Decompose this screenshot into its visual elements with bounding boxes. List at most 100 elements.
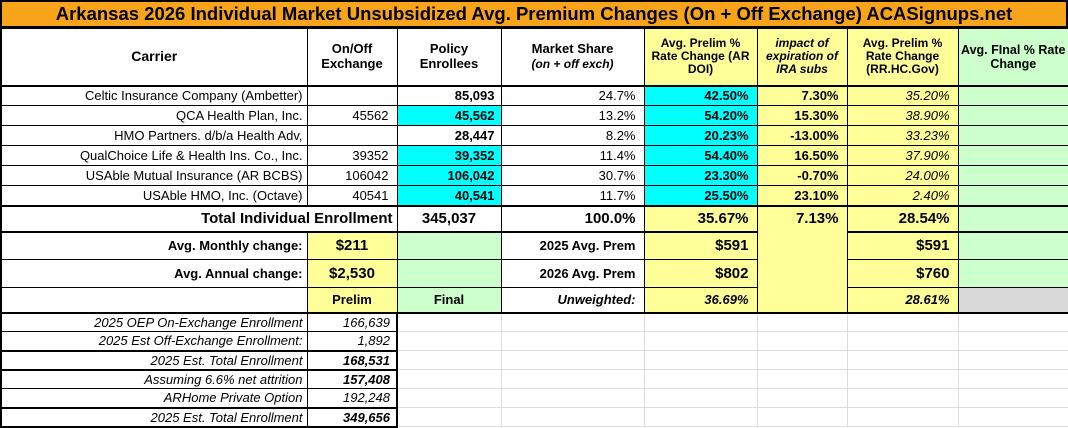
header-avg-final[interactable]: Avg. FInal % Rate Change (957, 28, 1068, 87)
cell-prelim-row-blank[interactable] (0, 287, 307, 314)
cell-ira-impact[interactable]: 16.50% (756, 145, 848, 166)
header-policy-enrollees[interactable]: Policy Enrollees (396, 28, 502, 87)
cell-2026-avg-prem-rrhc[interactable]: $760 (846, 259, 959, 288)
empty-cell[interactable] (644, 331, 758, 351)
empty-cell[interactable] (397, 350, 502, 370)
cell-2025-avg-prem-doi[interactable]: $591 (643, 231, 758, 260)
cell-annual-blank-green[interactable] (396, 259, 502, 288)
cell-ar-doi-rate[interactable]: 54.40% (643, 145, 758, 166)
header-avg-prelim-rrhcgov[interactable]: Avg. Prelim % Rate Change (RR.HC.Gov) (846, 28, 959, 87)
cell-final-rate[interactable] (957, 145, 1068, 166)
empty-cell[interactable] (847, 350, 959, 370)
cell-ar-doi-rate[interactable]: 25.50% (643, 185, 758, 207)
cell-market-share[interactable]: 24.7% (500, 85, 645, 106)
empty-cell[interactable] (501, 407, 645, 427)
cell-rrhc-rate[interactable]: 37.90% (846, 145, 959, 166)
cell-monthly-final-blank[interactable] (957, 231, 1068, 260)
empty-cell[interactable] (958, 369, 1068, 389)
cell-market-share[interactable]: 8.2% (500, 125, 645, 146)
empty-cell[interactable] (958, 388, 1068, 408)
cell-detail-label[interactable]: 2025 Est. Total Enrollment (0, 406, 308, 428)
cell-monthly-blank-green[interactable] (396, 231, 502, 260)
cell-final-rate[interactable] (957, 85, 1068, 106)
cell-ira-impact[interactable]: -13.00% (756, 125, 848, 146)
empty-cell[interactable] (757, 312, 848, 332)
cell-monthly-change-label[interactable]: Avg. Monthly change: (0, 231, 308, 260)
cell-2026-avg-prem-doi[interactable]: $802 (643, 259, 758, 288)
empty-cell[interactable] (958, 312, 1068, 332)
empty-cell[interactable] (644, 312, 758, 332)
cell-annual-change-value[interactable]: $2,530 (306, 259, 398, 288)
cell-monthly-change-value[interactable]: $211 (306, 231, 398, 260)
cell-ira-impact[interactable]: 7.30% (756, 85, 848, 106)
empty-cell[interactable] (958, 331, 1068, 351)
cell-ar-doi-rate[interactable]: 20.23% (643, 125, 758, 146)
cell-unweighted-rrhc[interactable]: 28.61% (846, 287, 959, 314)
header-ira-impact[interactable]: impact of expiration of IRA subs (756, 28, 848, 87)
cell-total-enrollees[interactable]: 345,037 (396, 205, 502, 233)
cell-ira-impact[interactable]: 15.30% (756, 105, 848, 126)
cell-detail-label[interactable]: 2025 Est. Total Enrollment (0, 349, 308, 370)
cell-on-off-id[interactable] (306, 125, 398, 146)
empty-cell[interactable] (958, 350, 1068, 370)
header-avg-prelim-ar-doi[interactable]: Avg. Prelim % Rate Change (AR DOI) (643, 28, 758, 87)
empty-cell[interactable] (644, 369, 758, 389)
empty-cell[interactable] (847, 312, 959, 332)
empty-cell[interactable] (757, 388, 848, 408)
cell-ar-doi-rate[interactable]: 42.50% (643, 85, 758, 106)
cell-detail-label[interactable]: 2025 Est Off-Exchange Enrollment: (0, 331, 308, 351)
cell-policy-enrollees[interactable]: 28,447 (396, 125, 502, 146)
cell-market-share[interactable]: 30.7% (500, 165, 645, 186)
cell-carrier-name[interactable]: USAble Mutual Insurance (AR BCBS) (0, 165, 308, 186)
cell-ar-doi-rate[interactable]: 23.30% (643, 165, 758, 186)
cell-ira-impact[interactable]: -0.70% (756, 165, 848, 186)
cell-detail-value[interactable]: 1,892 (306, 331, 398, 351)
cell-detail-value[interactable]: 349,656 (306, 406, 398, 428)
cell-carrier-name[interactable]: USAble HMO, Inc. (Octave) (0, 185, 308, 207)
empty-cell[interactable] (397, 331, 502, 351)
cell-detail-label[interactable]: ARHome Private Option (0, 388, 308, 408)
empty-cell[interactable] (847, 388, 959, 408)
empty-cell[interactable] (501, 331, 645, 351)
cell-on-off-id[interactable]: 40541 (306, 185, 398, 207)
cell-market-share[interactable]: 13.2% (500, 105, 645, 126)
cell-prelim-label[interactable]: Prelim (306, 287, 398, 314)
empty-cell[interactable] (847, 331, 959, 351)
empty-cell[interactable] (958, 407, 1068, 427)
empty-cell[interactable] (644, 407, 758, 427)
cell-unweighted-doi[interactable]: 36.69% (643, 287, 758, 314)
cell-final-label[interactable]: Final (396, 287, 502, 314)
cell-annual-change-label[interactable]: Avg. Annual change: (0, 259, 308, 288)
cell-rrhc-rate[interactable]: 35.20% (846, 85, 959, 106)
empty-cell[interactable] (501, 388, 645, 408)
empty-cell[interactable] (757, 350, 848, 370)
cell-policy-enrollees[interactable]: 106,042 (396, 165, 502, 186)
cell-unweighted-label[interactable]: Unweighted: (500, 287, 645, 314)
empty-cell[interactable] (397, 312, 502, 332)
cell-policy-enrollees[interactable]: 45,562 (396, 105, 502, 126)
empty-cell[interactable] (397, 369, 502, 389)
header-on-off-exchange[interactable]: On/Off Exchange (306, 28, 398, 87)
cell-on-off-id[interactable]: 45562 (306, 105, 398, 126)
empty-cell[interactable] (757, 407, 848, 427)
cell-market-share[interactable]: 11.4% (500, 145, 645, 166)
cell-ar-doi-rate[interactable]: 54.20% (643, 105, 758, 126)
cell-carrier-name[interactable]: QualChoice Life & Health Ins. Co., Inc. (0, 145, 308, 166)
cell-unweighted-final-blank[interactable] (957, 287, 1068, 314)
cell-detail-label[interactable]: 2025 OEP On-Exchange Enrollment (0, 312, 308, 332)
cell-on-off-id[interactable] (306, 85, 398, 106)
cell-market-share[interactable]: 11.7% (500, 185, 645, 207)
cell-detail-value[interactable]: 168,531 (306, 349, 398, 370)
cell-policy-enrollees[interactable]: 39,352 (396, 145, 502, 166)
empty-cell[interactable] (501, 369, 645, 389)
cell-final-rate[interactable] (957, 165, 1068, 186)
cell-total-rrhc[interactable]: 28.54% (846, 205, 959, 233)
cell-policy-enrollees[interactable]: 85,093 (396, 85, 502, 106)
cell-2026-avg-prem-label[interactable]: 2026 Avg. Prem (500, 259, 645, 288)
cell-detail-label[interactable]: Assuming 6.6% net attrition (0, 368, 308, 389)
cell-rrhc-rate[interactable]: 24.00% (846, 165, 959, 186)
cell-total-share[interactable]: 100.0% (500, 205, 645, 233)
empty-cell[interactable] (757, 369, 848, 389)
cell-policy-enrollees[interactable]: 40,541 (396, 185, 502, 207)
cell-total-ar-doi[interactable]: 35.67% (643, 205, 758, 233)
